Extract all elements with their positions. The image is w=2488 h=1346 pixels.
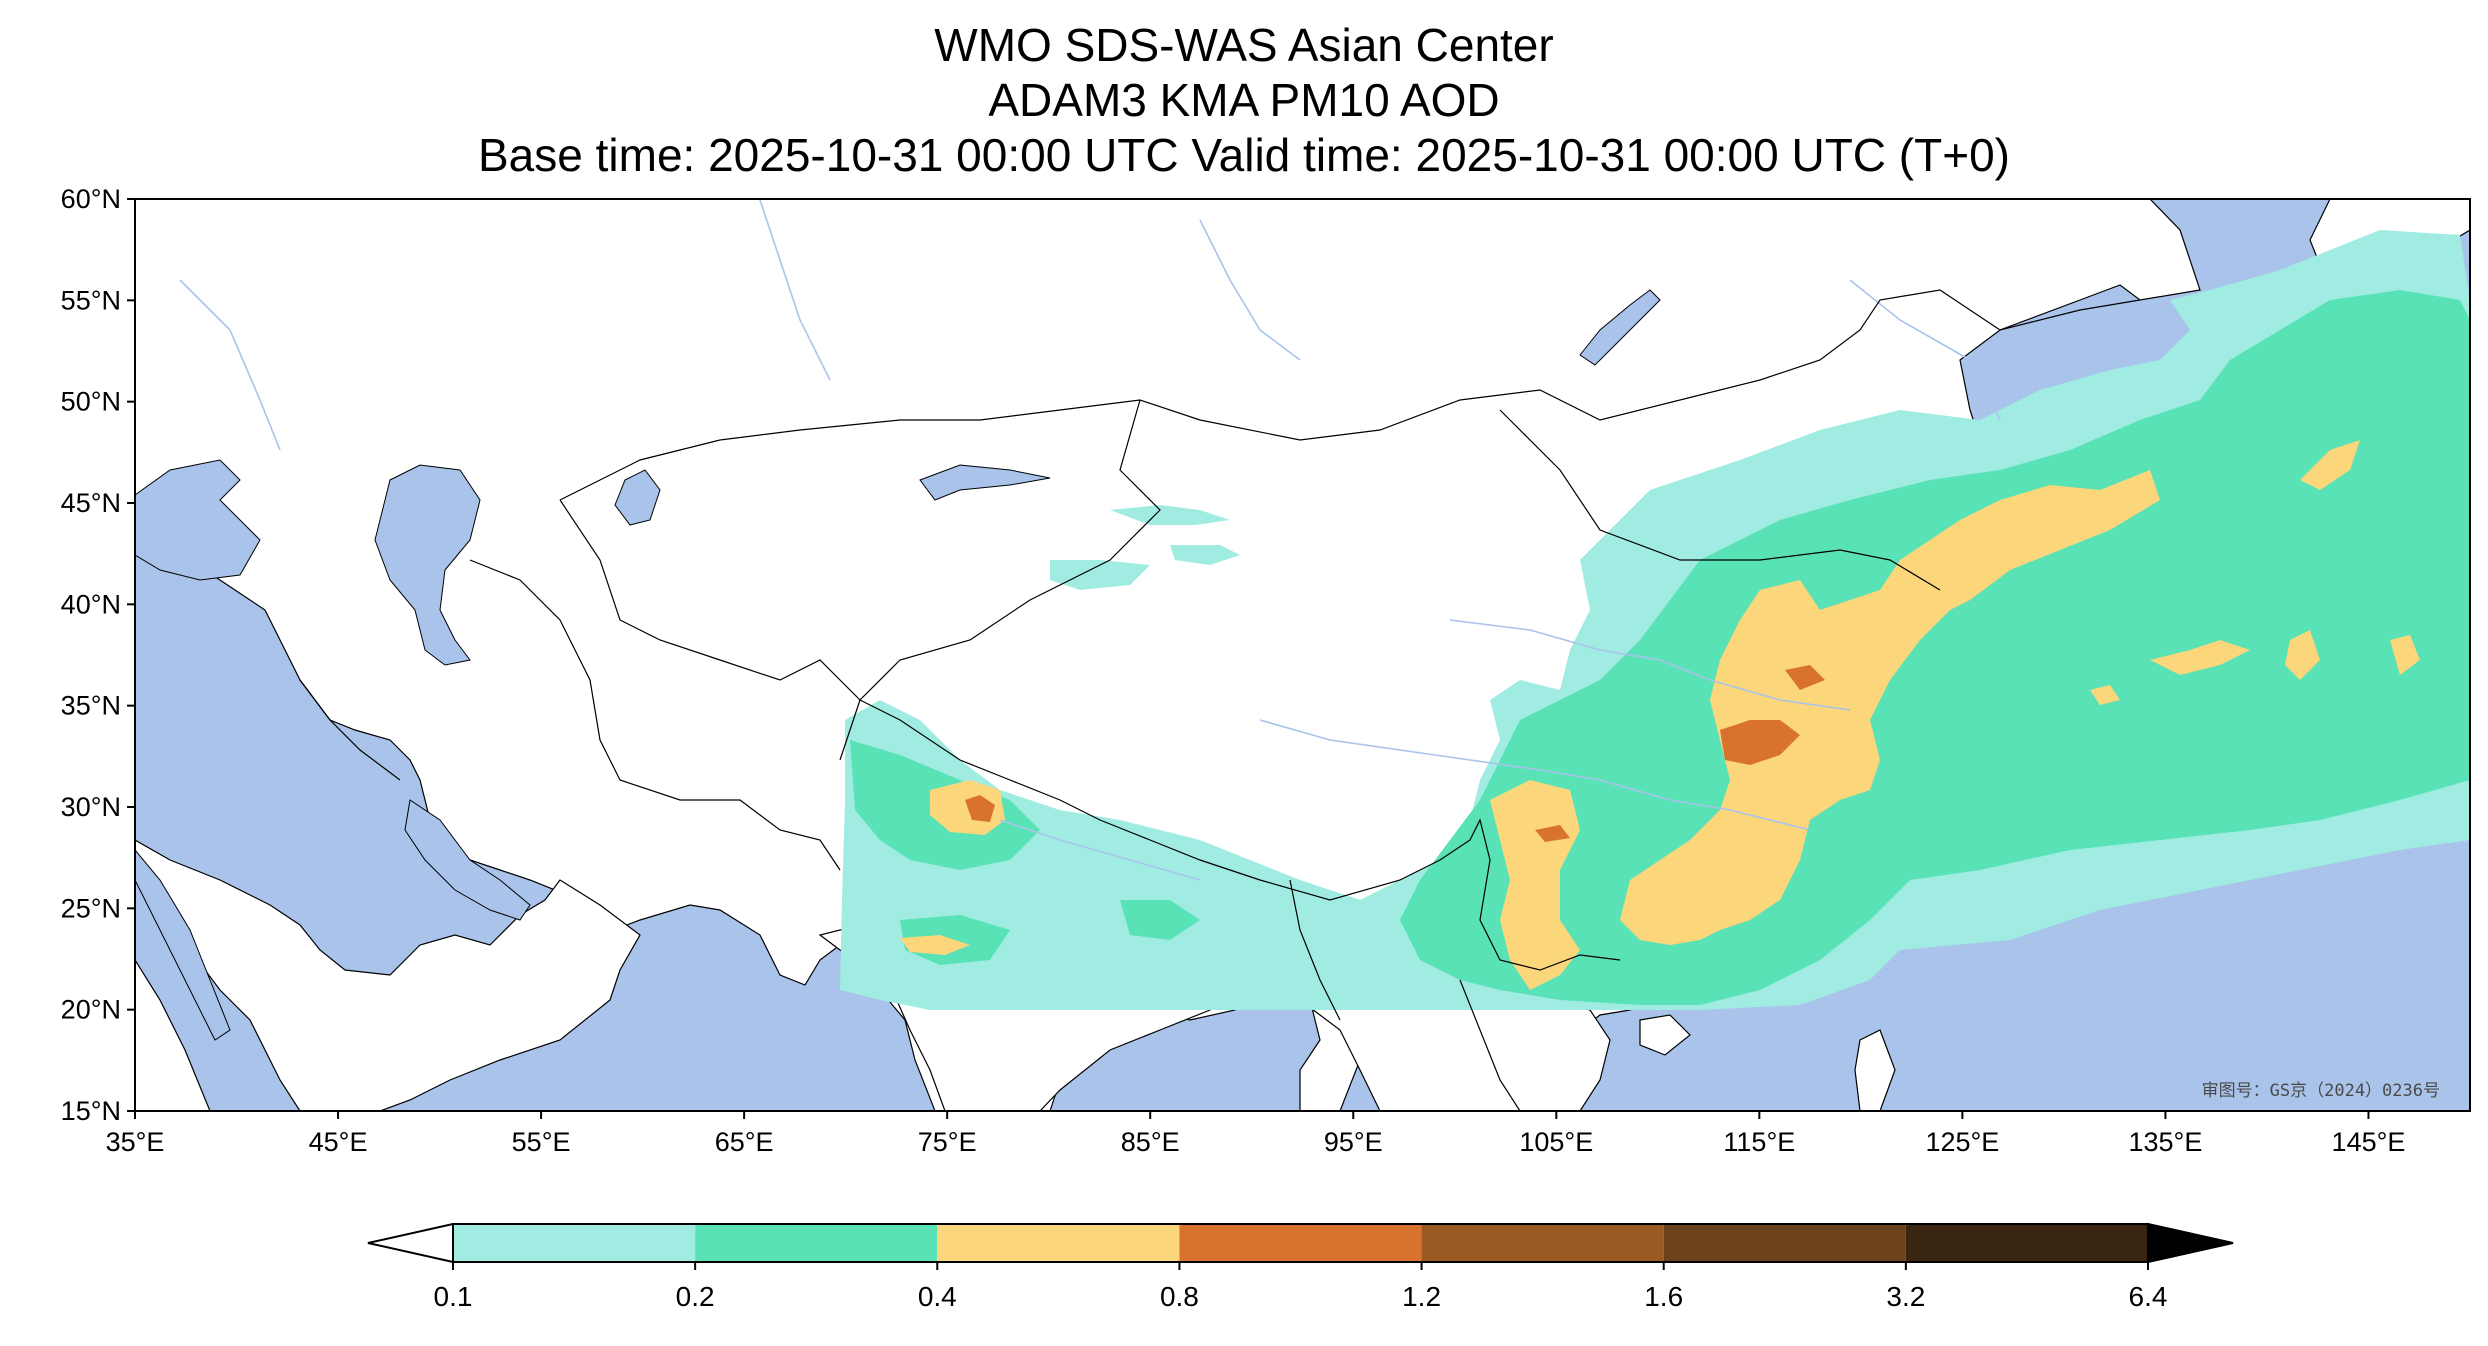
y-tick-label: 35°N	[61, 691, 121, 721]
x-tick-label: 45°E	[309, 1127, 368, 1157]
caspian-sea	[374, 464, 481, 666]
x-tick-label: 55°E	[512, 1127, 571, 1157]
aod-level-0.1-west	[1050, 505, 1240, 590]
colorbar-segment	[1663, 1224, 1906, 1262]
colorbar-tick-label: 6.4	[2129, 1281, 2168, 1312]
colorbar-segment	[1421, 1224, 1664, 1262]
colorbar-tick-label: 0.4	[918, 1281, 957, 1312]
aod-level-0.4-india	[900, 780, 1005, 955]
aod-level-0.4-north-china	[1620, 470, 2160, 945]
colorbar: 0.1 0.2 0.4 0.8 1.2 1.6 3.2 6.4	[367, 1222, 2234, 1312]
title-line-2: ADAM3 KMA PM10 AOD	[988, 74, 1500, 126]
x-tick-label: 135°E	[2129, 1127, 2203, 1157]
y-tick-label: 15°N	[61, 1096, 121, 1126]
colorbar-tick-label: 1.6	[1644, 1281, 1683, 1312]
x-tick-label: 105°E	[1519, 1127, 1593, 1157]
y-tick-label: 55°N	[61, 285, 121, 315]
x-axis: 35°E 45°E 55°E 65°E 75°E 85°E 95°E 105°E 115°E 12…	[106, 1111, 2406, 1157]
colorbar-extend-min	[367, 1222, 454, 1264]
aod-level-0.8-north-china	[1720, 665, 1825, 765]
colorbar-extend-max	[2147, 1222, 2234, 1264]
country-borders	[299, 289, 2141, 1111]
figure-title: WMO SDS-WAS Asian Center ADAM3 KMA PM10 …	[0, 18, 2488, 183]
y-tick-label: 20°N	[61, 995, 121, 1025]
map-frame	[134, 198, 2471, 1112]
colorbar-tick-label: 3.2	[1886, 1281, 1925, 1312]
aral-sea	[614, 469, 661, 526]
y-tick-label: 25°N	[61, 893, 121, 923]
title-line-3: Base time: 2025-10-31 00:00 UTC Valid ti…	[478, 129, 2010, 181]
lake-balkhash	[919, 464, 1051, 501]
land-africa-horn	[135, 958, 211, 1111]
land-arabia	[135, 839, 641, 1111]
black-sea	[135, 459, 261, 581]
y-tick-label: 45°N	[61, 488, 121, 518]
x-tick-label: 145°E	[2332, 1127, 2406, 1157]
colorbar-tick-label: 1.2	[1402, 1281, 1441, 1312]
colorbar-frame	[452, 1223, 2149, 1263]
colorbar-segment	[1905, 1224, 2148, 1262]
colorbar-segment	[453, 1224, 696, 1262]
y-axis: 60°N 55°N 50°N 45°N 40°N 35°N 30°N 25°N 20°N 15°N	[61, 184, 135, 1126]
aod-level-0.8-india	[965, 795, 995, 822]
x-tick-label: 95°E	[1324, 1127, 1383, 1157]
colorbar-segment	[937, 1224, 1180, 1262]
colorbar-segment	[695, 1224, 938, 1262]
aod-field	[840, 230, 2470, 1010]
map-watermark: 审图号：GS京（2024）0236号	[2202, 1081, 2440, 1101]
x-tick-label: 65°E	[715, 1127, 774, 1157]
red-sea	[135, 849, 231, 1041]
rivers	[179, 199, 2001, 881]
title-line-1: WMO SDS-WAS Asian Center	[934, 19, 1554, 71]
y-tick-label: 50°N	[61, 387, 121, 417]
land-hainan	[1639, 1014, 1691, 1056]
x-tick-label: 75°E	[918, 1127, 977, 1157]
aod-level-0.8-sichuan	[1535, 825, 1570, 842]
x-tick-label: 125°E	[1925, 1127, 1999, 1157]
colorbar-segment	[1179, 1224, 1422, 1262]
persian-gulf	[404, 799, 531, 921]
lake-baikal	[1579, 289, 1661, 366]
colorbar-tick-label: 0.1	[434, 1281, 473, 1312]
y-tick-label: 60°N	[61, 184, 121, 214]
colorbar-tick-label: 0.2	[676, 1281, 715, 1312]
x-tick-label: 85°E	[1121, 1127, 1180, 1157]
land-philippines	[1854, 1029, 1896, 1111]
y-tick-label: 30°N	[61, 792, 121, 822]
aod-level-0.2	[1400, 290, 2470, 1005]
colorbar-tick-label: 0.8	[1160, 1281, 1199, 1312]
x-tick-label: 35°E	[106, 1127, 165, 1157]
map-area	[135, 199, 2470, 1111]
x-tick-label: 115°E	[1723, 1127, 1795, 1157]
y-tick-label: 40°N	[61, 589, 121, 619]
